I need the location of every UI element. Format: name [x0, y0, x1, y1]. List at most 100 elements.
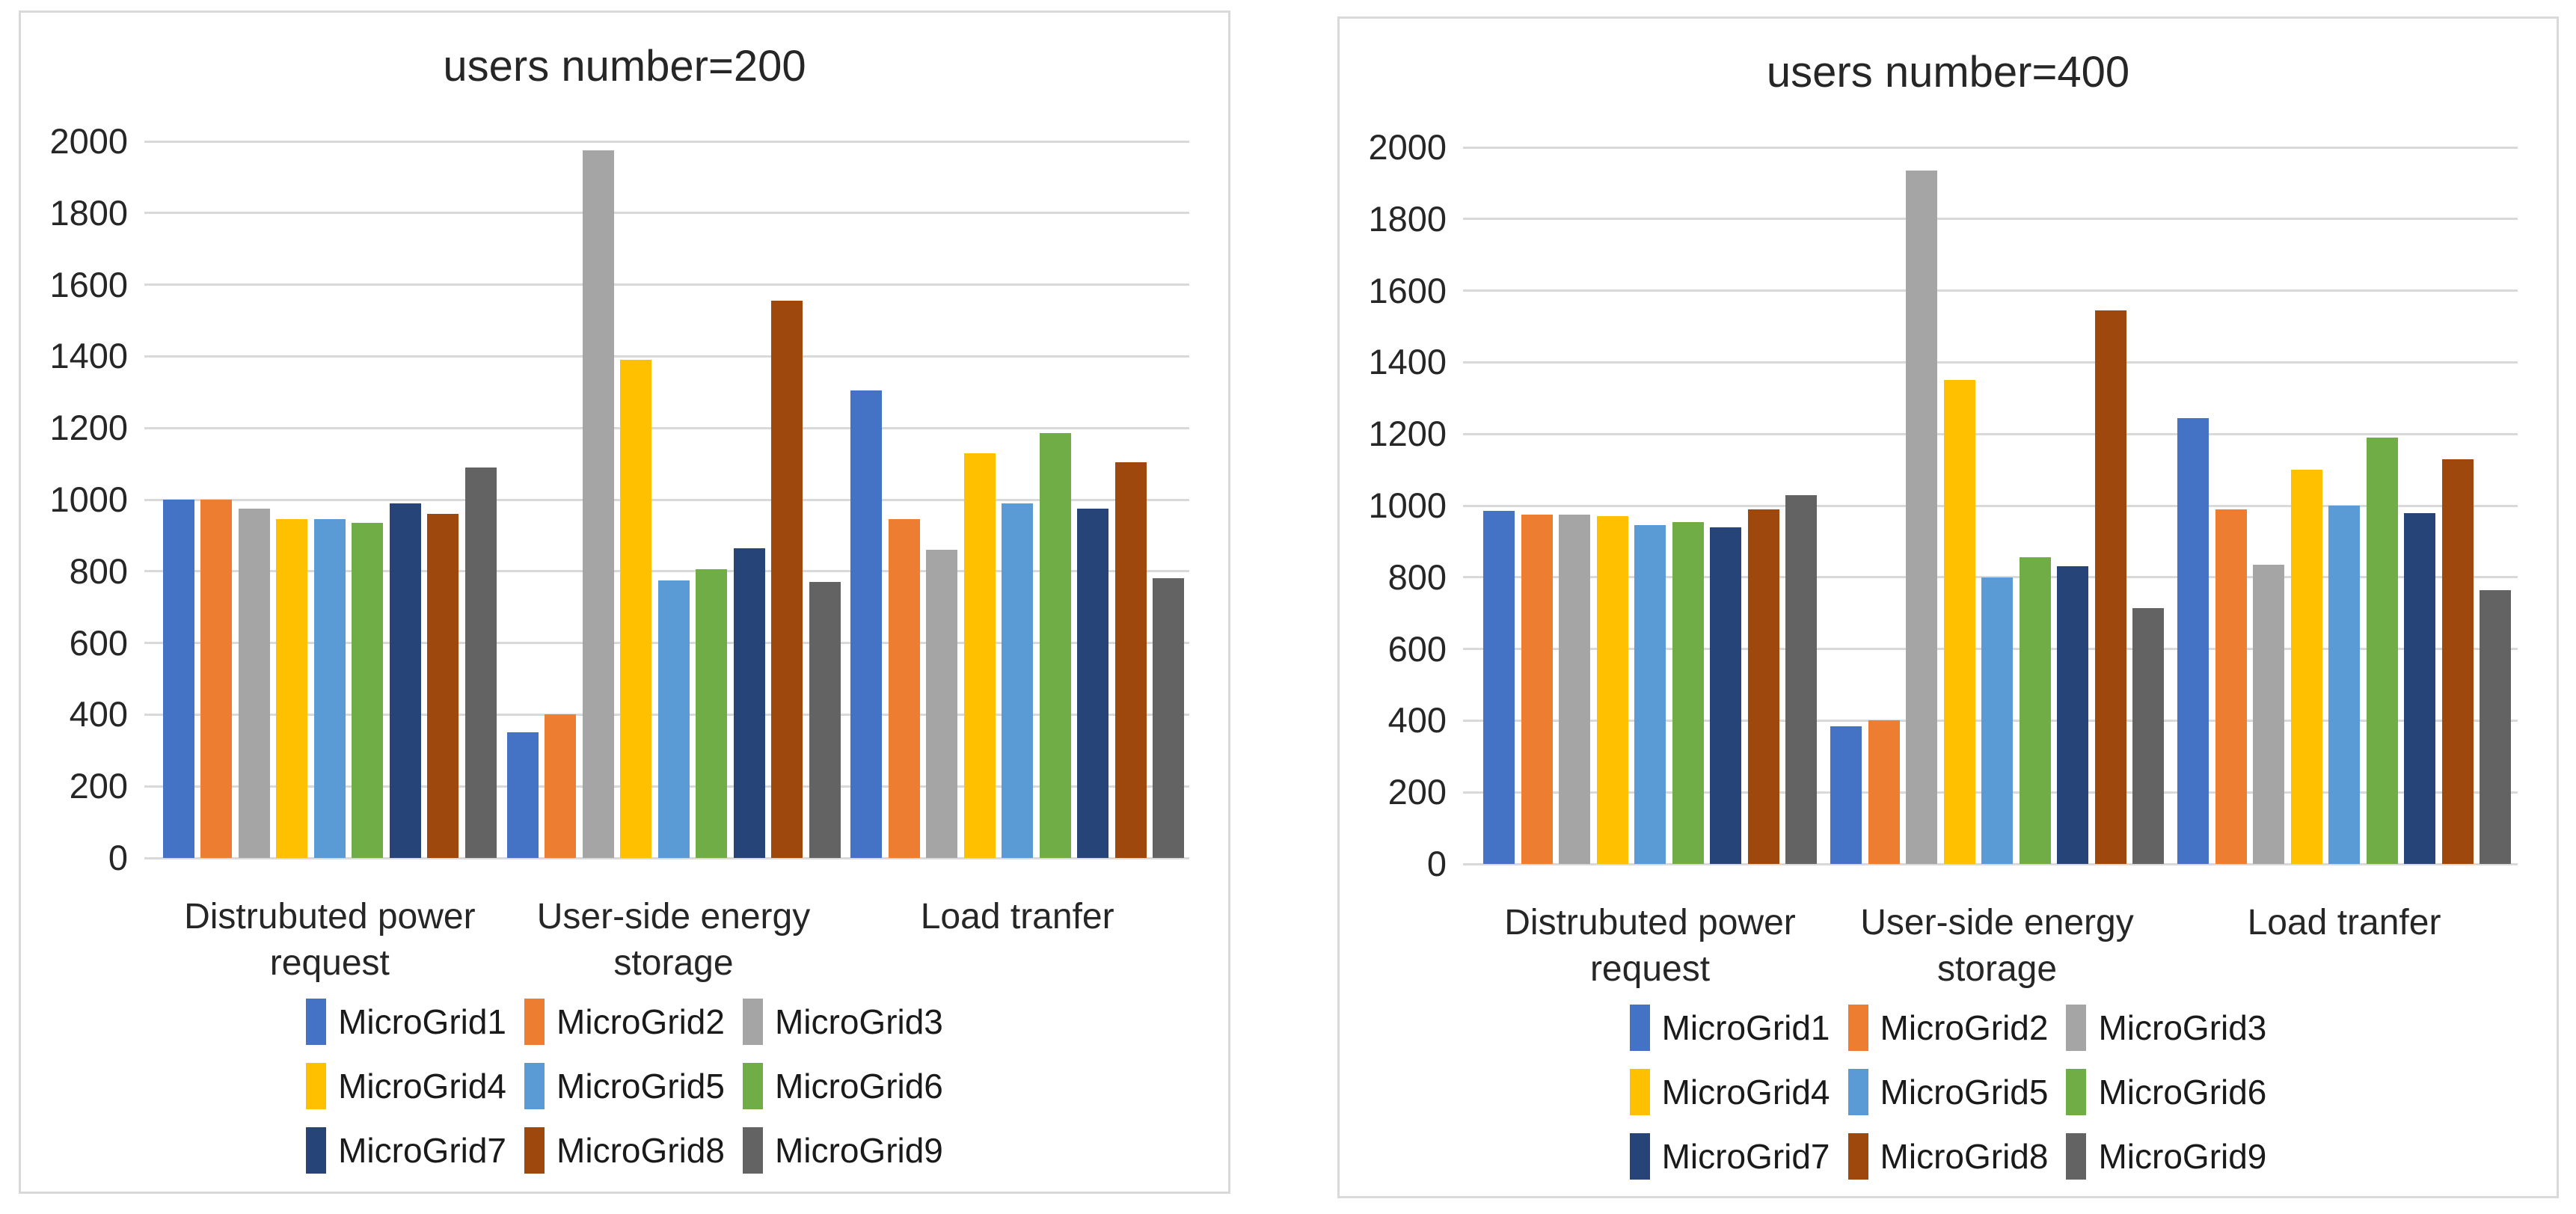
legend-label: MicroGrid3: [2098, 1008, 2267, 1047]
legend-item-MicroGrid5: MicroGrid5: [1847, 1069, 2049, 1115]
legend-label: MicroGrid2: [1880, 1008, 2049, 1047]
y-tick-label: 1200: [1368, 414, 1447, 454]
bar-MicroGrid3: [1559, 514, 1590, 864]
y-tick-label: 600: [1387, 628, 1447, 669]
bar-MicroGrid2: [2215, 509, 2247, 864]
legend-item-MicroGrid3: MicroGrid3: [2066, 1005, 2266, 1051]
legend-item-MicroGrid7: MicroGrid7: [1629, 1133, 1830, 1180]
legend-item-MicroGrid5: MicroGrid5: [524, 1063, 725, 1109]
bar-MicroGrid5: [313, 519, 346, 858]
bar-MicroGrid7: [1710, 527, 1741, 864]
bar-MicroGrid2: [1521, 514, 1553, 864]
y-tick-label: 400: [1387, 700, 1447, 741]
bar-MicroGrid3: [582, 150, 614, 858]
y-tick-label: 1800: [1368, 198, 1447, 239]
chart-title: users number=200: [443, 42, 806, 91]
legend-label: MicroGrid7: [338, 1131, 507, 1170]
gridline: [144, 355, 1189, 358]
bar-MicroGrid6: [1039, 433, 1071, 858]
legend-swatch-icon: [524, 999, 545, 1045]
bar-MicroGrid7: [2404, 512, 2435, 864]
legend-label: MicroGrid4: [1661, 1073, 1830, 1112]
bar-MicroGrid4: [963, 453, 996, 858]
category-label: Distrubuted power request: [1504, 903, 1796, 989]
legend-row: MicroGrid1 MicroGrid2 MicroGrid3: [1621, 1005, 2276, 1051]
gridline: [144, 856, 1189, 859]
bar-MicroGrid4: [2290, 470, 2322, 864]
bar-MicroGrid7: [733, 548, 765, 858]
bar-MicroGrid2: [200, 500, 233, 858]
legend-item-MicroGrid2: MicroGrid2: [524, 999, 725, 1045]
legend-row: MicroGrid4 MicroGrid5 MicroGrid6: [1621, 1069, 2276, 1115]
category-label: User-side energy storage: [536, 897, 811, 983]
bar-MicroGrid1: [162, 500, 194, 858]
y-tick-label: 600: [69, 622, 128, 663]
bar-MicroGrid8: [1114, 462, 1147, 858]
y-tick-label: 1800: [49, 192, 128, 233]
gridline: [144, 426, 1189, 429]
gridline: [144, 498, 1189, 501]
gridline: [1463, 361, 2518, 364]
legend-item-MicroGrid6: MicroGrid6: [2066, 1069, 2266, 1115]
y-tick-label: 1400: [1368, 342, 1447, 382]
legend-label: MicroGrid1: [1661, 1008, 1830, 1047]
legend-item-MicroGrid2: MicroGrid2: [1847, 1005, 2049, 1051]
y-tick-label: 1400: [49, 336, 128, 376]
legend-label: MicroGrid5: [1880, 1073, 2049, 1112]
bar-MicroGrid1: [850, 390, 883, 858]
legend-row: MicroGrid4 MicroGrid5 MicroGrid6: [297, 1063, 952, 1109]
legend-label: MicroGrid6: [2098, 1073, 2267, 1112]
bar-MicroGrid5: [657, 580, 690, 858]
bar-MicroGrid4: [620, 360, 651, 858]
gridline: [1463, 504, 2518, 507]
bar-MicroGrid9: [1153, 578, 1185, 858]
bar-MicroGrid6: [2366, 437, 2398, 864]
y-tick-label: 0: [108, 838, 128, 877]
bar-MicroGrid5: [1002, 503, 1034, 858]
legend-item-MicroGrid1: MicroGrid1: [1629, 1005, 1830, 1051]
bar-MicroGrid2: [545, 714, 576, 858]
legend: MicroGrid1 MicroGrid2 MicroGrid3 MicroGrid4…: [21, 999, 1228, 1174]
bar-MicroGrid2: [888, 519, 920, 858]
bar-MicroGrid3: [2253, 565, 2284, 864]
bar-MicroGrid1: [1483, 511, 1515, 864]
gridline: [144, 283, 1189, 286]
y-tick-label: 2000: [49, 121, 128, 161]
bar-MicroGrid6: [696, 569, 727, 858]
bar-MicroGrid8: [2094, 310, 2126, 864]
legend-item-MicroGrid7: MicroGrid7: [306, 1127, 506, 1174]
y-tick-label: 400: [69, 694, 128, 735]
y-tick-label: 2000: [1368, 127, 1447, 167]
legend-swatch-icon: [1629, 1005, 1650, 1051]
bar-MicroGrid6: [1672, 521, 1704, 864]
legend: MicroGrid1 MicroGrid2 MicroGrid3 MicroGrid4…: [1340, 1005, 2557, 1180]
legend-label: MicroGrid7: [1661, 1137, 1830, 1176]
bar-MicroGrid5: [1634, 525, 1666, 864]
category-label: Load tranfer: [2247, 903, 2441, 942]
bar-MicroGrid9: [2132, 607, 2164, 864]
bar-MicroGrid8: [1747, 509, 1779, 864]
legend-swatch-icon: [1847, 1069, 1868, 1115]
bar-MicroGrid9: [1785, 494, 1817, 864]
legend-swatch-icon: [306, 999, 327, 1045]
category-label: Distrubuted power request: [184, 897, 476, 983]
y-tick-label: 200: [69, 766, 128, 806]
legend-item-MicroGrid9: MicroGrid9: [742, 1127, 943, 1174]
legend-item-MicroGrid9: MicroGrid9: [2066, 1133, 2266, 1180]
y-tick-label: 800: [1387, 557, 1447, 597]
y-tick-label: 800: [69, 551, 128, 591]
bar-MicroGrid6: [2019, 557, 2051, 864]
legend-swatch-icon: [1629, 1069, 1650, 1115]
gridline: [144, 140, 1189, 143]
bar-MicroGrid3: [238, 508, 270, 858]
chart-panel-users-400: users number=400 0 200 400 600 800 1000 1200 14…: [1337, 16, 2559, 1198]
bar-MicroGrid9: [2480, 589, 2511, 864]
legend-label: MicroGrid4: [338, 1067, 507, 1106]
legend-item-MicroGrid8: MicroGrid8: [524, 1127, 725, 1174]
bar-MicroGrid3: [926, 550, 958, 858]
y-tick-label: 1600: [1368, 270, 1447, 310]
gridline: [1463, 218, 2518, 221]
gridline: [144, 212, 1189, 215]
gridline: [144, 570, 1189, 573]
